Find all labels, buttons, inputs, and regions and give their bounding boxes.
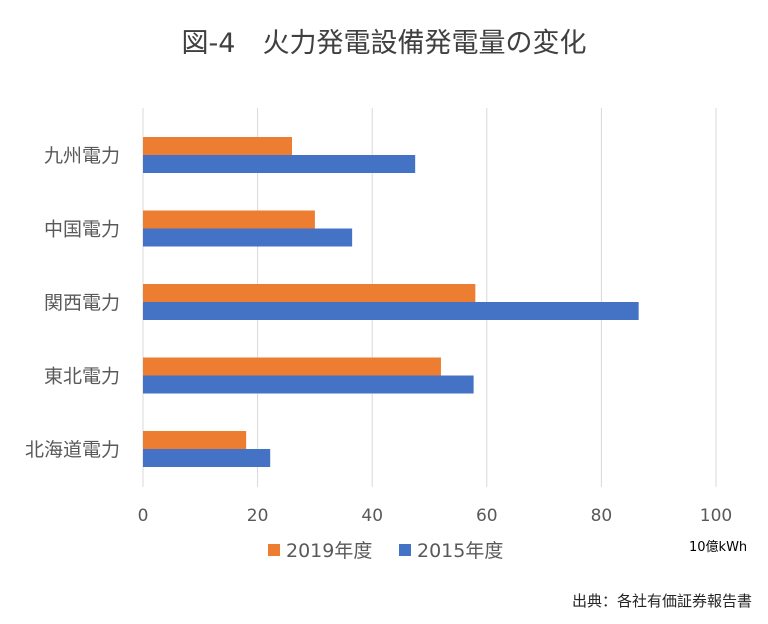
chart-title: 図-4 火力発電設備発電量の変化 [182, 28, 587, 59]
bar [143, 375, 474, 394]
bar [143, 357, 441, 376]
legend-swatch [399, 544, 411, 556]
bar [143, 210, 315, 229]
category-label: 関西電力 [44, 292, 120, 314]
x-tick-label: 100 [700, 506, 732, 526]
bar [143, 302, 639, 320]
x-tick-label: 20 [247, 506, 269, 526]
legend-swatch [268, 544, 280, 556]
bar [143, 284, 476, 302]
bar [143, 431, 247, 449]
category-label: 九州電力 [44, 145, 120, 167]
category-label: 中国電力 [44, 219, 120, 241]
bar [143, 228, 353, 247]
bar [143, 155, 416, 173]
legend-label: 2015年度 [417, 540, 503, 562]
category-label: 北海道電力 [25, 439, 120, 461]
x-tick-labels: 0 20 40 60 80 100 [138, 506, 733, 526]
x-tick-label: 60 [476, 506, 498, 526]
bars [143, 137, 639, 467]
x-unit-label: 10億kWh [689, 539, 747, 555]
category-label: 東北電力 [44, 366, 120, 388]
x-tick-label: 80 [591, 506, 613, 526]
source-note: 出典：各社有価証券報告書 [572, 592, 752, 610]
legend-label: 2019年度 [286, 540, 372, 562]
bar [143, 449, 271, 467]
bar [143, 137, 292, 155]
x-tick-label: 40 [361, 506, 383, 526]
legend: 2019年度 2015年度 [268, 540, 503, 562]
x-tick-label: 0 [138, 506, 149, 526]
